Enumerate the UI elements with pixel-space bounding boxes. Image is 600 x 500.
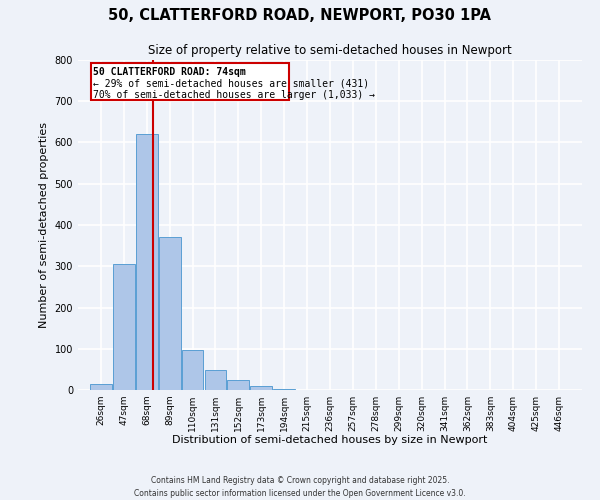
Bar bbox=[205, 370, 226, 390]
Bar bbox=[159, 238, 181, 390]
Bar bbox=[113, 264, 134, 390]
FancyBboxPatch shape bbox=[91, 63, 289, 100]
Bar bbox=[136, 134, 158, 390]
X-axis label: Distribution of semi-detached houses by size in Newport: Distribution of semi-detached houses by … bbox=[172, 436, 488, 446]
Bar bbox=[227, 380, 249, 390]
Text: 70% of semi-detached houses are larger (1,033) →: 70% of semi-detached houses are larger (… bbox=[93, 90, 375, 100]
Text: 50 CLATTERFORD ROAD: 74sqm: 50 CLATTERFORD ROAD: 74sqm bbox=[93, 67, 245, 77]
Bar bbox=[274, 389, 295, 390]
Text: 50, CLATTERFORD ROAD, NEWPORT, PO30 1PA: 50, CLATTERFORD ROAD, NEWPORT, PO30 1PA bbox=[109, 8, 491, 22]
Bar bbox=[90, 384, 112, 390]
Y-axis label: Number of semi-detached properties: Number of semi-detached properties bbox=[39, 122, 49, 328]
Bar bbox=[250, 386, 272, 390]
Text: ← 29% of semi-detached houses are smaller (431): ← 29% of semi-detached houses are smalle… bbox=[93, 78, 369, 88]
Bar bbox=[182, 350, 203, 390]
Title: Size of property relative to semi-detached houses in Newport: Size of property relative to semi-detach… bbox=[148, 44, 512, 58]
Text: Contains HM Land Registry data © Crown copyright and database right 2025.
Contai: Contains HM Land Registry data © Crown c… bbox=[134, 476, 466, 498]
